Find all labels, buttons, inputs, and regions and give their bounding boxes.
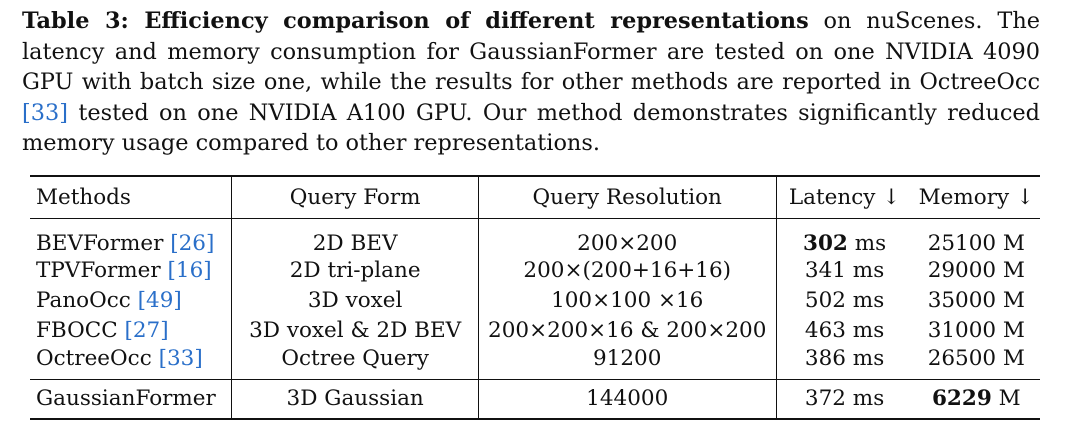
latency-value: 502 (804, 288, 846, 313)
query-form-cell: 2D BEV (231, 218, 479, 256)
query-form-cell: 3D voxel & 2D BEV (231, 315, 479, 346)
table-row: OctreeOcc [33] Octree Query 91200 386 ms… (30, 345, 1040, 380)
memory-unit: M (996, 288, 1025, 313)
efficiency-comparison-table: Methods Query Form Query Resolution Late… (30, 175, 1040, 420)
method-citation-link[interactable]: [27] (124, 318, 169, 343)
our-method-row: GaussianFormer 3D Gaussian 144000 372 ms… (30, 379, 1040, 419)
memory-unit: M (996, 230, 1025, 256)
memory-unit: M (991, 386, 1021, 412)
query-form-cell: 3D Gaussian (231, 379, 479, 419)
query-resolution-cell: 200×200 (478, 218, 777, 256)
caption-text-part-1: on nuScenes. The latency and memory cons… (22, 8, 1041, 95)
memory-cell: 31000 M (913, 316, 1040, 346)
method-cell: PanoOcc [49] (30, 285, 233, 316)
caption-label: Table 3: Efficiency comparison of differ… (22, 8, 809, 34)
method-citation-link[interactable]: [26] (170, 230, 215, 256)
method-cell: BEVFormer [26] (30, 218, 233, 256)
latency-value: 463 (804, 318, 846, 343)
memory-cell: 29000 M (913, 256, 1040, 286)
latency-unit: ms (845, 318, 885, 343)
method-name: FBOCC (36, 318, 125, 343)
method-citation-link[interactable]: [33] (158, 345, 203, 371)
memory-unit: M (996, 318, 1025, 343)
method-name: BEVFormer (36, 230, 171, 256)
memory-value: 25100 (927, 230, 997, 256)
table-row: TPVFormer [16] 2D tri-plane 200×(200+16+… (30, 255, 1040, 286)
latency-value: 372 (804, 386, 846, 412)
table-body: BEVFormer [26] 2D BEV 200×200 302 ms 251… (30, 218, 1040, 379)
query-resolution-cell: 144000 (478, 379, 777, 419)
method-name: OctreeOcc (36, 345, 159, 371)
latency-cell: 372 ms (776, 379, 913, 419)
memory-cell: 26500 M (913, 346, 1040, 380)
latency-unit: ms (845, 288, 885, 313)
table-row: BEVFormer [26] 2D BEV 200×200 302 ms 251… (30, 218, 1040, 256)
memory-value: 29000 (927, 258, 997, 283)
header-latency: Latency ↓ (788, 184, 901, 210)
latency-cell: 463 ms (776, 316, 913, 346)
memory-value: 35000 (927, 288, 997, 313)
method-citation-link[interactable]: [16] (167, 258, 212, 283)
method-cell: TPVFormer [16] (30, 255, 233, 286)
header-row: Methods Query Form Query Resolution Late… (30, 176, 1040, 218)
header-memory: Memory ↓ (918, 184, 1034, 210)
latency-value: 302 (803, 230, 848, 256)
caption-citation-link[interactable]: [33] (22, 99, 68, 126)
caption-text-part-2: tested on one NVIDIA A100 GPU. Our metho… (22, 99, 1040, 157)
table-header: Methods Query Form Query Resolution Late… (30, 176, 1040, 218)
table-row: FBOCC [27] 3D voxel & 2D BEV 200×200×16 … (30, 315, 1040, 346)
latency-cell: 502 ms (776, 286, 913, 316)
header-methods: Methods (30, 176, 233, 218)
latency-cell: 341 ms (776, 256, 913, 286)
memory-value: 31000 (927, 318, 997, 343)
memory-cell: 25100 M (913, 218, 1040, 256)
latency-value: 386 (804, 345, 846, 371)
method-name: TPVFormer (36, 258, 168, 283)
header-query-resolution: Query Resolution (478, 176, 777, 218)
query-form-cell: Octree Query (231, 345, 479, 379)
memory-unit: M (996, 345, 1025, 371)
latency-unit: ms (845, 345, 885, 371)
latency-cell: 386 ms (776, 346, 913, 380)
query-form-cell: 2D tri-plane (231, 255, 479, 286)
memory-cell: 35000 M (913, 286, 1040, 316)
latency-value: 341 (804, 258, 846, 283)
latency-cell: 302 ms (776, 218, 913, 256)
method-cell: GaussianFormer (30, 379, 233, 419)
method-cell: FBOCC [27] (30, 315, 233, 346)
method-cell: OctreeOcc [33] (30, 345, 233, 379)
method-citation-link[interactable]: [49] (137, 288, 182, 313)
table-caption: Table 3: Efficiency comparison of differ… (22, 6, 1040, 159)
latency-unit: ms (845, 258, 885, 283)
our-method-section: GaussianFormer 3D Gaussian 144000 372 ms… (30, 379, 1040, 419)
memory-value: 26500 (927, 345, 997, 371)
query-resolution-cell: 200×200×16 & 200×200 (478, 315, 777, 346)
query-resolution-cell: 91200 (478, 345, 777, 379)
memory-unit: M (996, 258, 1025, 283)
query-form-cell: 3D voxel (231, 285, 479, 316)
method-name: PanoOcc (36, 288, 138, 313)
header-query-form: Query Form (231, 176, 479, 218)
latency-unit: ms (847, 230, 887, 256)
memory-cell: 6229 M (913, 379, 1040, 419)
memory-value: 6229 (931, 386, 992, 412)
query-resolution-cell: 200×(200+16+16) (478, 255, 777, 286)
query-resolution-cell: 100×100 ×16 (478, 285, 777, 316)
table-row: PanoOcc [49] 3D voxel 100×100 ×16 502 ms… (30, 285, 1040, 316)
latency-unit: ms (845, 386, 885, 412)
